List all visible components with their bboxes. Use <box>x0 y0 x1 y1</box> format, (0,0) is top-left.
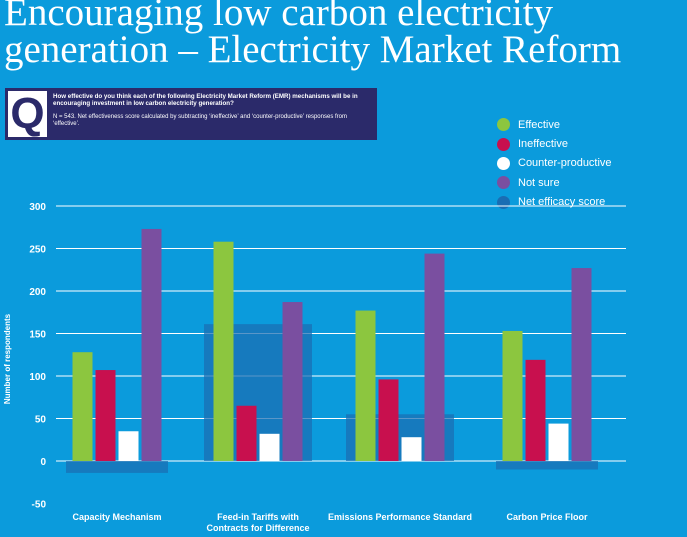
legend-swatch-not-sure <box>497 176 510 190</box>
net-efficacy-bar <box>496 461 598 470</box>
legend-swatch-counter-productive <box>497 156 510 170</box>
legend-label-ineffective: Ineffective <box>518 138 568 151</box>
bar-not-sure <box>424 253 445 461</box>
legend-label-not-sure: Not sure <box>518 176 560 189</box>
y-tick-label: 50 <box>35 415 47 426</box>
legend-item-not-sure: Not sure <box>497 173 682 192</box>
question-text: How effective do you think each of the f… <box>53 93 358 108</box>
bar-counter-productive <box>118 431 139 461</box>
x-category-label: Emissions Performance Standard <box>328 512 472 522</box>
x-category-label: Contracts for Difference <box>206 523 309 533</box>
question-box: Q How effective do you think each of the… <box>5 88 377 140</box>
bar-counter-productive <box>259 433 280 461</box>
bar-not-sure <box>282 302 303 461</box>
bar-effective <box>72 352 93 461</box>
bar-counter-productive <box>401 437 422 461</box>
chart-legend: Effective Ineffective Counter-productive… <box>497 115 682 212</box>
x-category-label: Feed-in Tariffs with <box>217 512 299 522</box>
legend-item-ineffective: Ineffective <box>497 134 682 153</box>
question-badge: Q <box>8 91 47 137</box>
legend-item-effective: Effective <box>497 115 682 134</box>
bar-effective <box>213 241 234 461</box>
y-tick-label: 150 <box>29 330 46 341</box>
legend-swatch-ineffective <box>497 137 510 151</box>
question-note: N = 543. Net effectiveness score calcula… <box>53 114 347 127</box>
y-tick-label: 300 <box>29 202 46 213</box>
y-tick-label: 250 <box>29 245 46 256</box>
bar-not-sure <box>571 268 592 461</box>
y-tick-label: 0 <box>40 457 46 468</box>
legend-swatch-effective <box>497 118 510 132</box>
bar-ineffective <box>95 370 116 461</box>
bar-effective <box>355 310 376 461</box>
y-axis-label: Number of respondents <box>3 313 12 404</box>
page-title: Encouraging low carbon electricity gener… <box>4 0 622 71</box>
legend-label-effective: Effective <box>518 118 560 131</box>
bar-counter-productive <box>548 423 569 461</box>
y-tick-label: -50 <box>32 500 47 511</box>
net-efficacy-bar <box>66 461 168 473</box>
legend-item-counter-productive: Counter-productive <box>497 154 682 173</box>
bar-effective <box>502 330 523 461</box>
bar-ineffective <box>378 379 399 461</box>
x-category-label: Carbon Price Floor <box>506 512 588 522</box>
bar-not-sure <box>141 228 162 461</box>
legend-label-counter-productive: Counter-productive <box>518 157 612 170</box>
legend-label-net-efficacy: Net efficacy score <box>518 196 606 209</box>
y-tick-label: 200 <box>29 287 46 298</box>
y-tick-label: 100 <box>29 372 46 383</box>
x-category-label: Capacity Mechanism <box>72 512 161 522</box>
bar-ineffective <box>236 405 257 461</box>
bar-ineffective <box>525 359 546 461</box>
